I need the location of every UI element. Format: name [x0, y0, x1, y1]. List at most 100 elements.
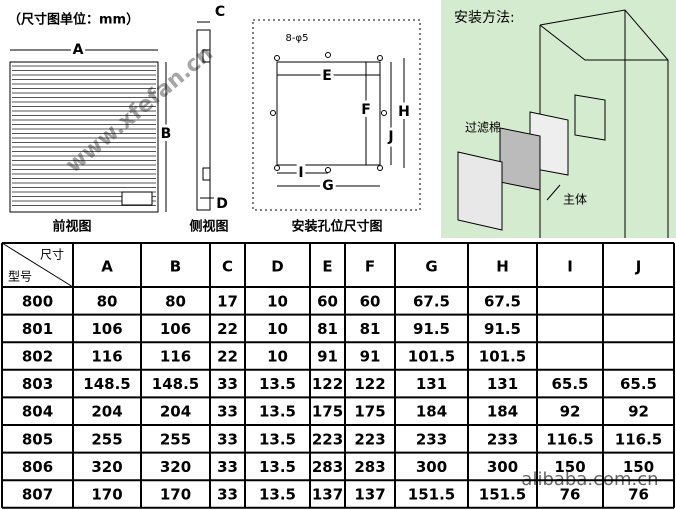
table-cell: 148.5 [152, 375, 199, 393]
dim-label: D [216, 196, 228, 212]
row-header: 801 [22, 320, 53, 338]
row-header: 806 [22, 458, 53, 476]
dim-label: I [298, 165, 303, 181]
table-cell: 137 [312, 486, 343, 504]
table-cell: 33 [217, 458, 238, 476]
column-header: F [365, 258, 375, 276]
table-cell: 80 [97, 292, 118, 310]
caption: 安装孔位尺寸图 [291, 219, 382, 235]
front-view [9, 49, 167, 213]
table-cell: 92 [628, 403, 649, 421]
table-cell: 67.5 [413, 292, 450, 310]
table-cell: 80 [165, 292, 186, 310]
table-cell: 81 [360, 320, 381, 338]
table-cell: 170 [160, 486, 191, 504]
dim-label: H [398, 104, 410, 120]
corner-diagonal [1, 242, 74, 288]
table-cell: 10 [267, 320, 288, 338]
column-header: E [322, 258, 332, 276]
dim-label: B [161, 126, 172, 142]
dim-label: F [361, 102, 371, 118]
table-cell: 33 [217, 430, 238, 448]
install-label: 主体 [563, 193, 587, 207]
table-cell: 131 [487, 375, 518, 393]
table-cell: 184 [487, 403, 518, 421]
table-cell: 65.5 [620, 375, 657, 393]
table-cell: 10 [267, 292, 288, 310]
table-cell: 91.5 [413, 320, 450, 338]
table-cell: 151.5 [408, 486, 455, 504]
table-cell: 137 [354, 486, 385, 504]
row-header: 802 [22, 348, 53, 366]
hole-view [252, 19, 421, 211]
table-cell: 116 [160, 348, 191, 366]
table-cell: 13.5 [259, 375, 296, 393]
table-cell: 76 [628, 486, 649, 504]
table-cell: 283 [312, 458, 343, 476]
table-cell: 91 [317, 348, 338, 366]
table-cell: 255 [91, 430, 122, 448]
table-cell: 255 [160, 430, 191, 448]
table-cell: 300 [416, 458, 447, 476]
table-cell: 170 [91, 486, 122, 504]
table-cell: 65.5 [551, 375, 588, 393]
table-cell: 148.5 [83, 375, 130, 393]
table-cell: 91 [360, 348, 381, 366]
table-cell: 67.5 [484, 292, 521, 310]
table-cell: 101.5 [479, 348, 526, 366]
corner-label: 型号 [8, 270, 32, 284]
table-cell: 131 [416, 375, 447, 393]
table-cell: 122 [354, 375, 385, 393]
table-cell: 76 [560, 486, 581, 504]
corner-label: 尺寸 [40, 248, 64, 262]
install-title: 安装方法: [454, 10, 515, 26]
table-cell: 92 [560, 403, 581, 421]
row-header: 807 [22, 486, 53, 504]
table-cell: 300 [487, 458, 518, 476]
column-header: H [496, 258, 509, 276]
table-cell: 22 [217, 348, 238, 366]
column-header: C [222, 258, 233, 276]
side-view [196, 21, 214, 211]
table-cell: 204 [91, 403, 122, 421]
install-label: 过滤棉 [465, 121, 501, 135]
table-cell: 13.5 [259, 430, 296, 448]
table-cell: 116.5 [546, 430, 593, 448]
table-cell: 184 [416, 403, 447, 421]
dim-label: J [387, 129, 393, 145]
table-cell: 10 [267, 348, 288, 366]
table-cell: 150 [623, 458, 654, 476]
table-cell: 122 [312, 375, 343, 393]
table-cell: 116.5 [615, 430, 662, 448]
table-cell: 60 [317, 292, 338, 310]
install-drawing [457, 9, 669, 238]
table-cell: 233 [416, 430, 447, 448]
column-header: B [170, 258, 181, 276]
dim-label: C [215, 4, 225, 20]
dim-label: G [322, 178, 334, 194]
column-header: A [101, 258, 113, 276]
table-cell: 33 [217, 375, 238, 393]
table-cell: 13.5 [259, 403, 296, 421]
table-cell: 151.5 [479, 486, 526, 504]
table-cell: 13.5 [259, 486, 296, 504]
dim-label: A [73, 42, 84, 58]
column-header: D [271, 258, 283, 276]
table-cell: 204 [160, 403, 191, 421]
table-cell: 116 [91, 348, 122, 366]
caption: 侧视图 [189, 219, 228, 235]
dim-label: E [322, 68, 332, 84]
table-cell: 60 [360, 292, 381, 310]
table-cell: 106 [160, 320, 191, 338]
table-cell: 150 [554, 458, 585, 476]
caption: 前视图 [52, 219, 91, 235]
table-cell: 22 [217, 320, 238, 338]
table-cell: 223 [312, 430, 343, 448]
table-cell: 17 [217, 292, 238, 310]
row-header: 805 [22, 430, 53, 448]
table-cell: 223 [354, 430, 385, 448]
table-cell: 33 [217, 403, 238, 421]
column-header: J [635, 258, 642, 276]
